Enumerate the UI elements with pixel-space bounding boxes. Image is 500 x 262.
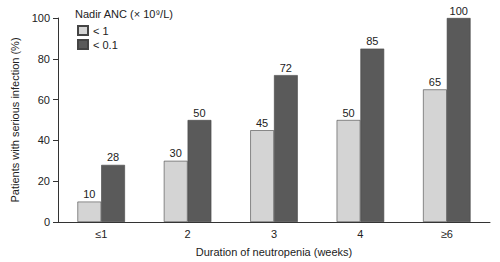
svg-text:45: 45 [256, 117, 268, 129]
svg-text:10: 10 [83, 188, 95, 200]
svg-text:< 1: < 1 [93, 25, 109, 37]
svg-text:100: 100 [32, 12, 50, 24]
svg-text:85: 85 [366, 35, 378, 47]
svg-text:0: 0 [44, 216, 50, 228]
svg-text:100: 100 [450, 5, 468, 17]
svg-text:80: 80 [38, 53, 50, 65]
svg-text:Duration of neutropenia (weeks: Duration of neutropenia (weeks) [196, 246, 353, 258]
svg-text:40: 40 [38, 134, 50, 146]
svg-text:20: 20 [38, 175, 50, 187]
svg-text:50: 50 [342, 107, 354, 119]
svg-text:Patients with serious infectio: Patients with serious infection (%) [9, 37, 21, 202]
svg-text:60: 60 [38, 94, 50, 106]
svg-text:≥6: ≥6 [441, 228, 453, 240]
svg-text:30: 30 [170, 147, 182, 159]
svg-text:< 0.1: < 0.1 [93, 39, 118, 51]
svg-text:≤1: ≤1 [95, 228, 107, 240]
svg-text:3: 3 [271, 228, 277, 240]
svg-text:4: 4 [357, 228, 363, 240]
svg-text:28: 28 [107, 151, 119, 163]
svg-text:72: 72 [280, 62, 292, 74]
svg-text:50: 50 [193, 107, 205, 119]
svg-text:65: 65 [429, 76, 441, 88]
svg-text:Nadir ANC (× 10⁹/L): Nadir ANC (× 10⁹/L) [75, 8, 173, 20]
svg-text:2: 2 [185, 228, 191, 240]
